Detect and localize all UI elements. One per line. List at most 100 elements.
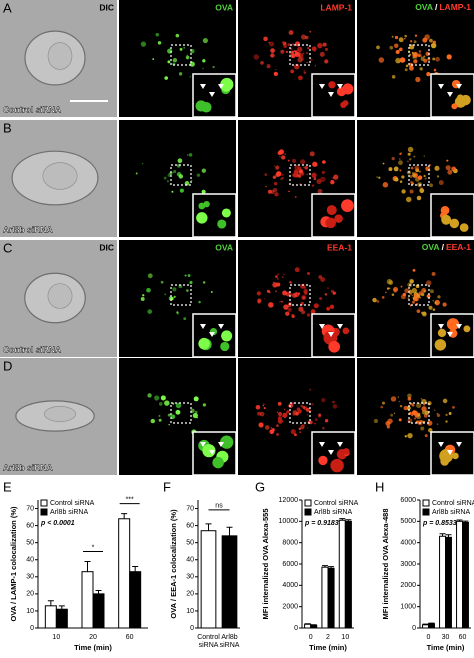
signal [202, 37, 208, 44]
bar [462, 521, 469, 629]
signal [414, 34, 418, 37]
x-tick-label: 2 [326, 634, 330, 641]
signal [266, 64, 271, 69]
signal [173, 295, 176, 298]
arrowhead [438, 442, 444, 447]
signal [272, 175, 277, 179]
signal [419, 188, 425, 194]
signal [373, 418, 379, 424]
y-tick-label: 60 [26, 522, 34, 529]
signal [412, 296, 415, 299]
signal [423, 155, 425, 157]
signal [407, 297, 410, 300]
signal [421, 56, 423, 58]
signal [410, 180, 413, 184]
merge-label: OVA / LAMP-1 [415, 2, 471, 12]
signal [438, 180, 444, 186]
signal [407, 432, 413, 439]
signal [276, 411, 278, 413]
signal [306, 173, 308, 176]
signal [397, 396, 399, 398]
roi-box [289, 402, 311, 424]
panel-letter: F [163, 479, 171, 494]
legend-swatch [422, 508, 430, 516]
signal [404, 68, 408, 72]
micrograph [0, 120, 117, 237]
x-tick-label: 30 [442, 634, 450, 641]
inset-signal [220, 77, 234, 92]
signal [173, 170, 177, 173]
merge-part: EEA-1 [446, 242, 471, 252]
signal [436, 413, 441, 418]
signal [275, 165, 280, 170]
signal [386, 425, 390, 429]
signal [284, 416, 286, 419]
signal [294, 63, 300, 70]
signal [409, 44, 415, 50]
y-tick-label: 0 [294, 625, 298, 632]
y-tick-label: 70 [26, 505, 34, 512]
legend-swatch [304, 508, 312, 516]
arrowhead [319, 84, 325, 89]
p-value: p = 0.8533 [422, 520, 457, 527]
signal [175, 402, 182, 409]
signal [399, 57, 406, 63]
error-bar [428, 622, 435, 624]
signal [398, 37, 404, 43]
signal [393, 43, 399, 49]
signal [393, 412, 396, 414]
signal [431, 271, 436, 276]
signal [294, 195, 297, 198]
signal [404, 34, 407, 38]
signal [293, 50, 296, 52]
signal [306, 61, 308, 64]
signal [327, 287, 329, 289]
signal [168, 296, 174, 301]
signal [294, 164, 300, 171]
signal [280, 177, 283, 181]
signal [277, 150, 282, 156]
y-tick-label: 12000 [279, 497, 299, 504]
signal [305, 35, 309, 40]
signal [196, 173, 201, 177]
merge-label: OVA / EEA-1 [422, 242, 471, 252]
signal [380, 405, 384, 409]
error-bar [84, 560, 91, 572]
signal [147, 393, 152, 398]
roi-box [170, 164, 192, 186]
signal [445, 420, 448, 423]
arrowhead [447, 450, 453, 455]
signal [266, 289, 270, 293]
signal [166, 180, 169, 183]
signal [190, 179, 193, 182]
x-tick-label: 60 [459, 634, 467, 641]
y-tick-label: 8000 [282, 540, 298, 547]
signal [421, 406, 427, 412]
signal [276, 424, 279, 427]
signal [414, 165, 420, 171]
signal [424, 434, 428, 438]
signal [378, 176, 381, 179]
signal [403, 405, 408, 411]
roi-box [408, 164, 430, 186]
signal [451, 166, 457, 172]
bar [422, 624, 429, 629]
signal [410, 166, 414, 170]
signal [430, 42, 437, 49]
signal [287, 159, 290, 162]
signal [423, 174, 426, 178]
inset [430, 193, 474, 238]
signal [324, 293, 328, 296]
micrograph [119, 120, 237, 238]
inset-signal [212, 456, 224, 469]
signal [212, 65, 215, 69]
arrowhead [218, 84, 224, 89]
signal [210, 290, 213, 293]
channel-label: DIC [99, 242, 114, 252]
signal [135, 172, 138, 175]
signal [413, 417, 417, 420]
signal [394, 177, 399, 182]
y-axis-label: OVA / LAMP-1 colocalization (%) [9, 506, 18, 622]
nucleus [47, 283, 73, 309]
signal [290, 69, 295, 74]
